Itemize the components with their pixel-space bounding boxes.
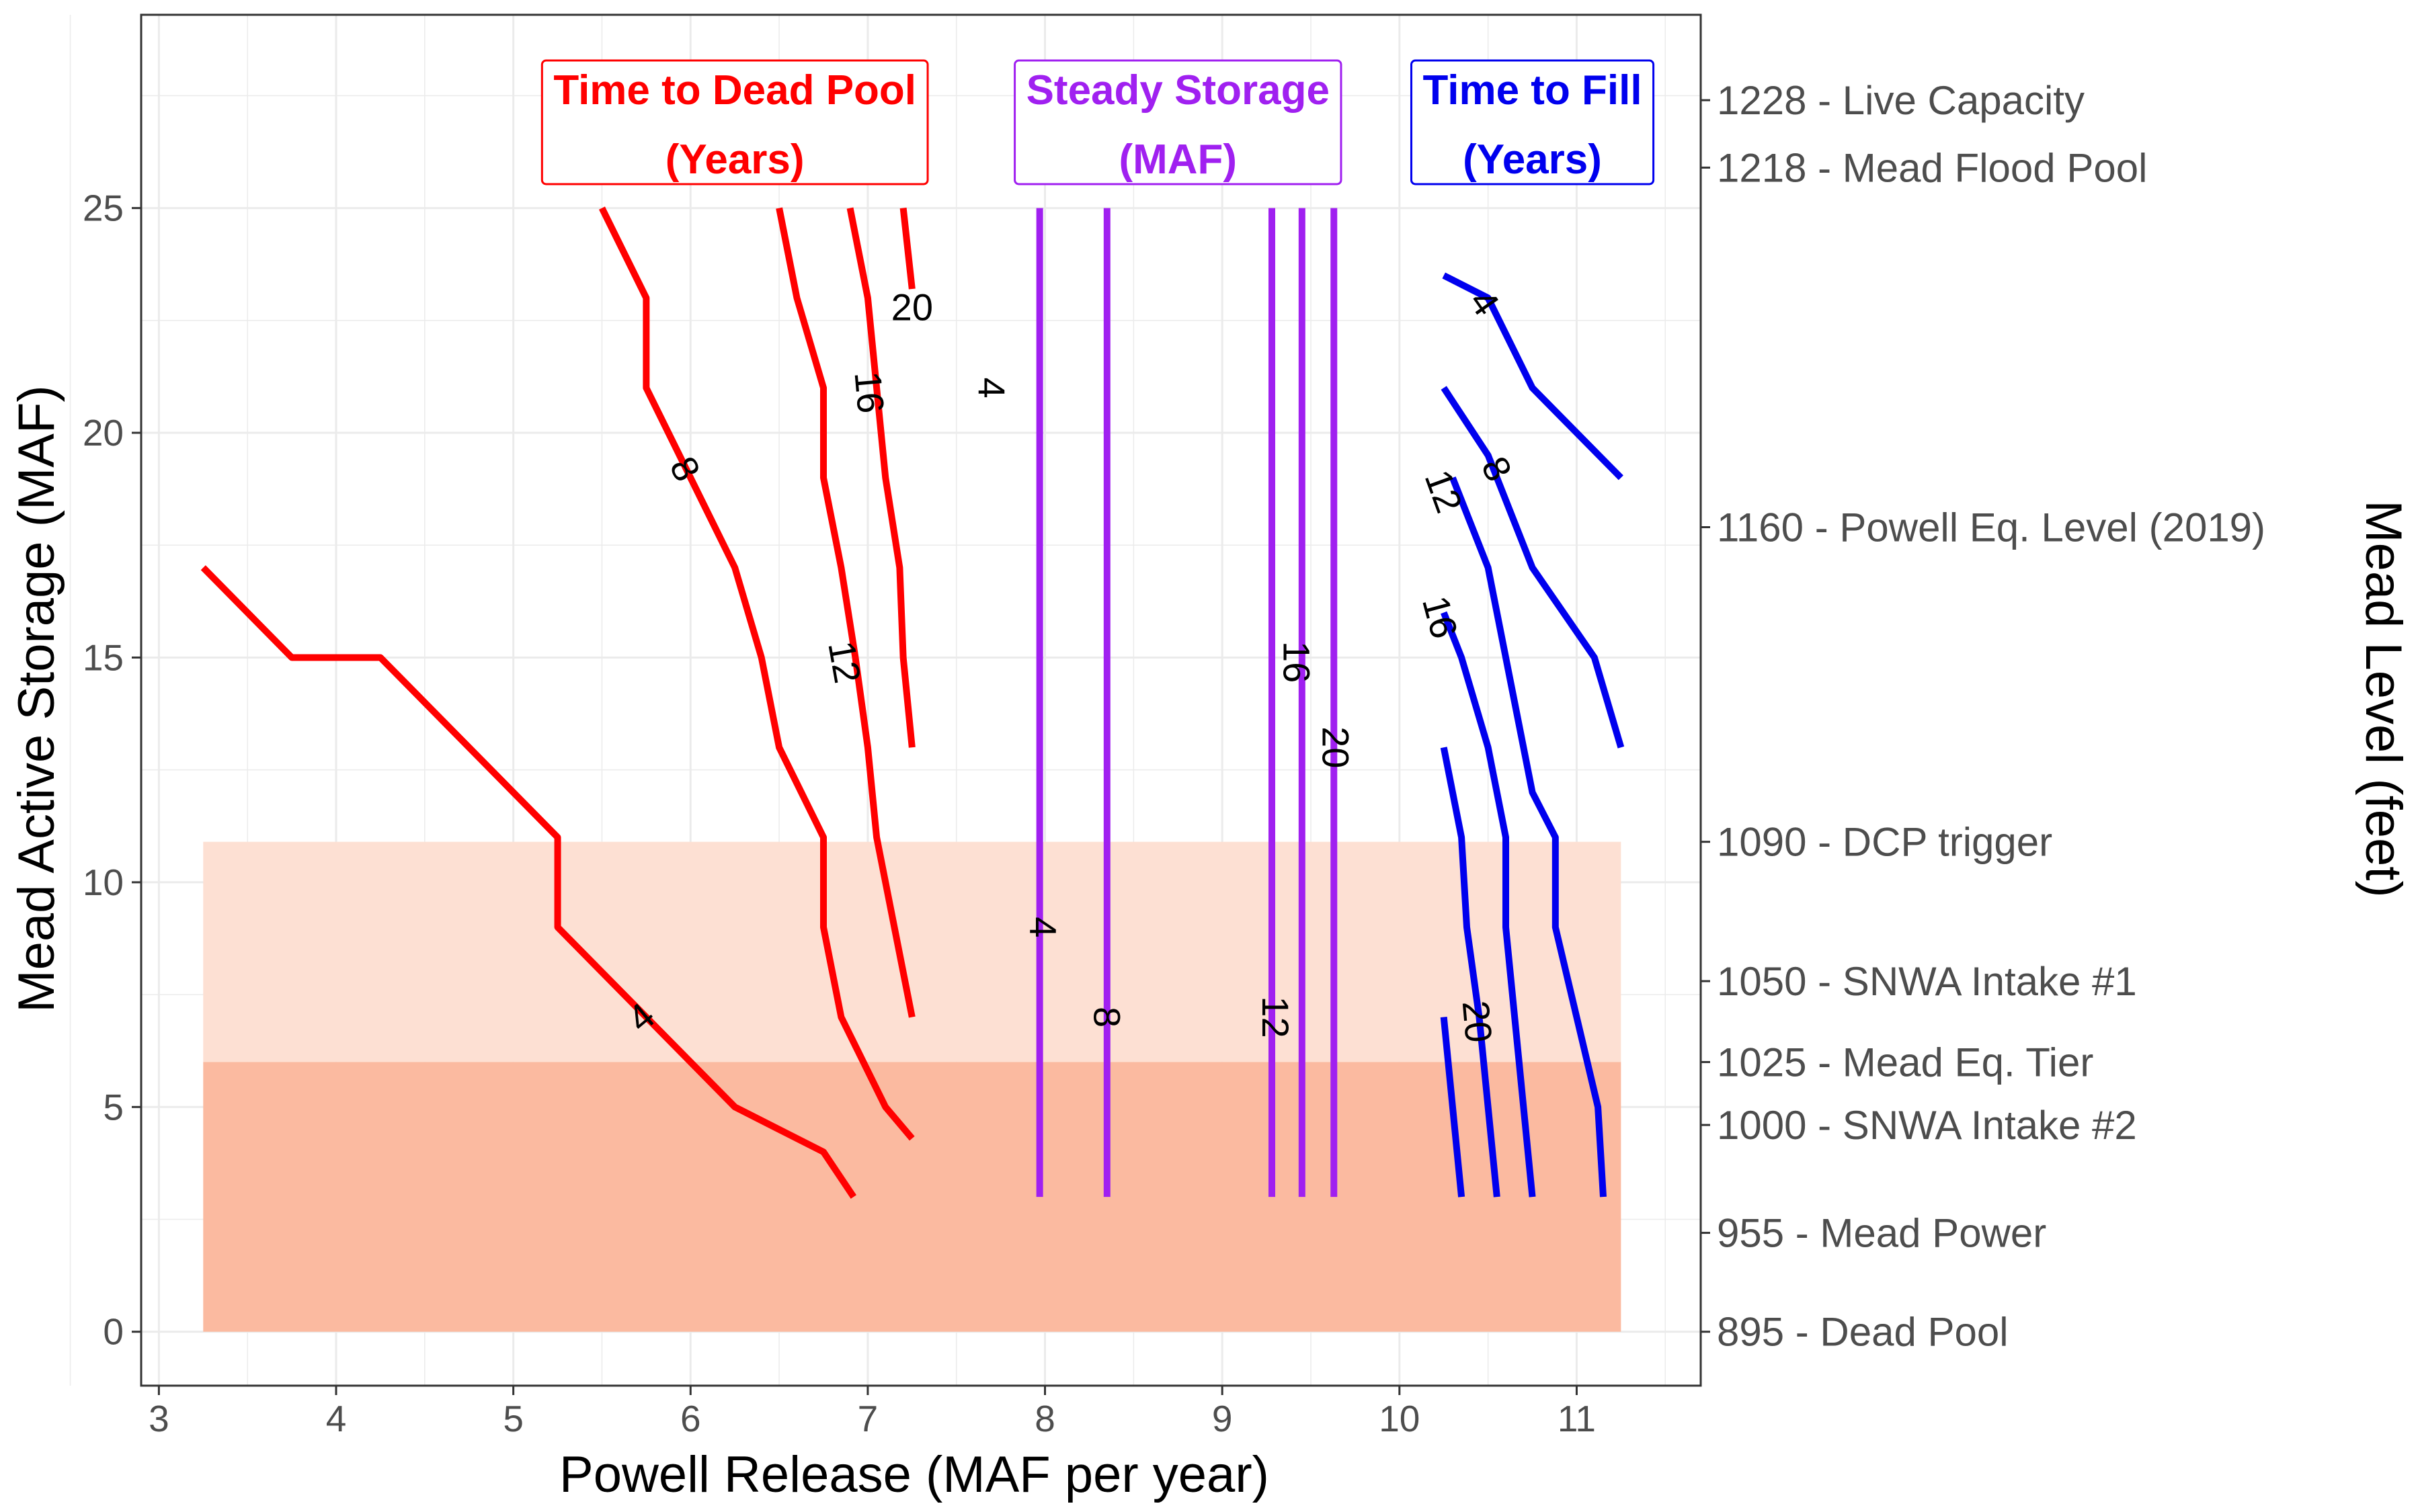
contour-label: 20 [891, 286, 933, 328]
storage-band [203, 1062, 1621, 1332]
level-label: 955 - Mead Power [1717, 1211, 2046, 1256]
level-label: 1050 - SNWA Intake #1 [1717, 959, 2137, 1004]
level-label: 895 - Dead Pool [1717, 1310, 2009, 1355]
legend-subtitle: (Years) [1463, 136, 1602, 183]
x-tick-label: 8 [1035, 1398, 1055, 1439]
secondary-axis-title: Mead Level (feet) [2355, 500, 2412, 897]
legend-box: Steady Storage (MAF) [1014, 59, 1342, 185]
contour-line [776, 207, 916, 1018]
contour-line [1440, 1017, 1465, 1198]
legend-box: Time to Dead Pool (Years) [540, 59, 929, 185]
contour-line [598, 206, 915, 1141]
contour-line [1442, 272, 1623, 480]
legend-subtitle: (Years) [666, 136, 805, 183]
legend-subtitle: (MAF) [1119, 136, 1237, 183]
storage-bands [203, 841, 1621, 1332]
legend-title: Steady Storage [1026, 67, 1330, 114]
x-tick-label: 9 [1212, 1398, 1233, 1439]
x-tick-label: 7 [858, 1398, 879, 1439]
contour-label: 12 [1254, 996, 1297, 1038]
x-axis: 3 4 5 6 7 8 9 10 11 [149, 1386, 1596, 1439]
y-tick-label: 20 [83, 412, 124, 454]
level-label: 1000 - SNWA Intake #2 [1717, 1103, 2137, 1148]
contour-label: 4 [971, 378, 1013, 398]
x-tick-label: 10 [1379, 1398, 1420, 1439]
x-tick-label: 4 [326, 1398, 347, 1439]
y-tick-label: 0 [103, 1311, 124, 1353]
contour-line [846, 207, 916, 748]
contour-label: 20 [1314, 726, 1357, 768]
level-label: 1218 - Mead Flood Pool [1717, 145, 2147, 190]
secondary-axis-levels: 1228 - Live Capacity 1218 - Mead Flood Po… [1701, 78, 2265, 1355]
level-label: 1160 - Powell Eq. Level (2019) [1717, 505, 2265, 550]
contour-label: 20 [1455, 999, 1500, 1044]
plot-panel-border [140, 13, 1702, 1387]
y-axis-title: Mead Active Storage (MAF) [8, 385, 65, 1012]
x-tick-label: 11 [1558, 1398, 1596, 1439]
contour-label: 8 [1086, 1007, 1128, 1027]
contour-label: 12 [820, 638, 869, 686]
contour-label: 16 [846, 370, 892, 415]
y-tick-label: 15 [83, 636, 124, 678]
legend-frame [1410, 59, 1655, 185]
legend-frame [1014, 59, 1342, 185]
y-tick-label: 5 [103, 1086, 124, 1128]
legend-frame [540, 59, 929, 185]
legend-title: Time to Fill [1422, 67, 1642, 114]
x-tick-label: 6 [680, 1398, 701, 1439]
contour-line [1440, 747, 1500, 1198]
x-axis-title: Powell Release (MAF per year) [559, 1446, 1269, 1503]
contour-line [200, 565, 856, 1199]
legend-title: Time to Dead Pool [553, 67, 916, 114]
contour-line [1441, 611, 1536, 1198]
contour-label: 16 [1275, 641, 1318, 683]
contour-line [1449, 476, 1607, 1198]
y-tick-label: 10 [83, 862, 124, 903]
contour-lines [200, 206, 1625, 1199]
y-tick-label: 25 [83, 187, 124, 229]
contour-label: 4 [1022, 917, 1064, 937]
legend-boxes: Time to Dead Pool (Years) Steady Storage (M… [540, 59, 1655, 185]
level-label: 1228 - Live Capacity [1717, 78, 2085, 123]
level-label: 1025 - Mead Eq. Tier [1717, 1040, 2093, 1085]
level-label: 1090 - DCP trigger [1717, 820, 2052, 865]
contour-line [1441, 386, 1625, 749]
contour-line [899, 208, 916, 290]
legend-box: Time to Fill (Years) [1410, 59, 1655, 185]
storage-band [203, 841, 1621, 1062]
y-axis: 0 5 10 15 20 25 [83, 187, 141, 1353]
x-tick-label: 5 [503, 1398, 524, 1439]
x-tick-label: 3 [149, 1398, 169, 1439]
